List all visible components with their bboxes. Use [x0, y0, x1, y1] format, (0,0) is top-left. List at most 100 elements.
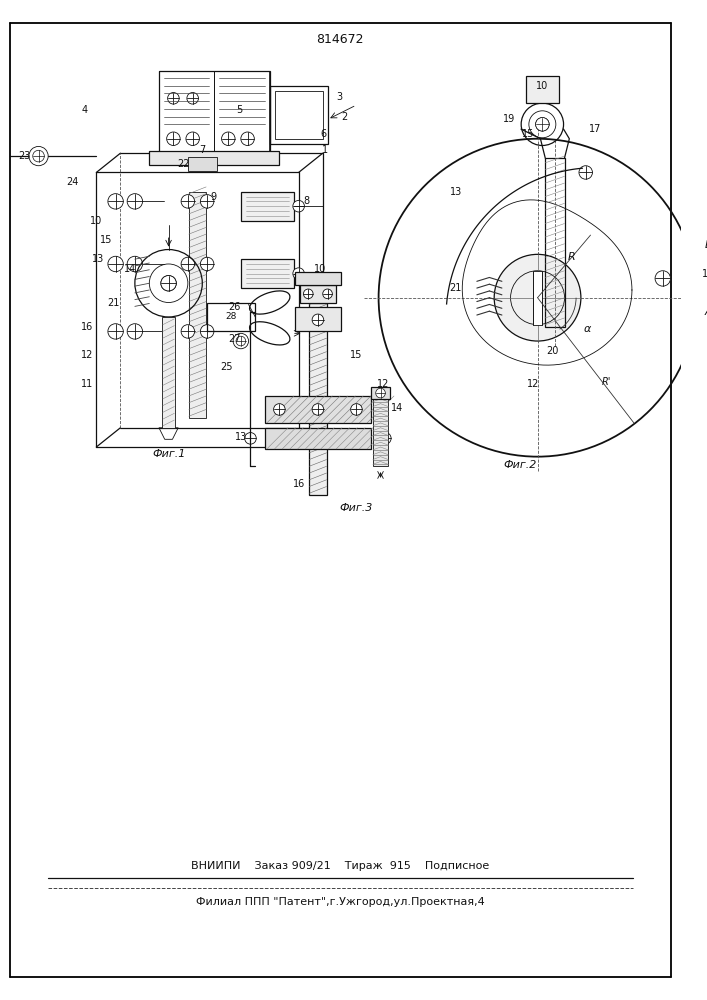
Text: 10: 10: [90, 216, 103, 226]
Bar: [274, 91, 322, 139]
Bar: [309, 303, 327, 495]
Circle shape: [322, 289, 332, 299]
Circle shape: [312, 314, 324, 326]
Text: 25: 25: [220, 362, 233, 372]
Circle shape: [108, 256, 123, 272]
Circle shape: [33, 150, 45, 162]
Text: Фиг.3: Фиг.3: [340, 503, 373, 513]
Circle shape: [536, 118, 549, 131]
Circle shape: [186, 132, 199, 145]
Bar: [265, 428, 371, 449]
Circle shape: [181, 257, 194, 271]
Circle shape: [494, 254, 581, 341]
Bar: [295, 272, 341, 285]
Bar: [149, 151, 279, 165]
Text: 6: 6: [320, 129, 327, 139]
Bar: [214, 71, 269, 153]
Circle shape: [380, 433, 391, 444]
Text: 18: 18: [702, 269, 707, 279]
Circle shape: [536, 118, 549, 131]
Text: 12: 12: [81, 350, 93, 360]
Text: α: α: [584, 324, 591, 334]
Circle shape: [221, 132, 235, 145]
Circle shape: [168, 93, 179, 104]
Bar: [373, 399, 388, 466]
Circle shape: [274, 404, 285, 415]
Text: 26: 26: [228, 302, 240, 312]
Text: 12: 12: [527, 379, 539, 389]
Text: B: B: [704, 240, 707, 250]
Bar: [371, 387, 390, 399]
Text: Фиг.2: Фиг.2: [503, 460, 537, 470]
Text: A: A: [704, 307, 707, 317]
Text: 13: 13: [235, 432, 247, 442]
Circle shape: [127, 324, 143, 339]
Circle shape: [303, 289, 313, 299]
Circle shape: [200, 195, 214, 208]
Text: 2: 2: [341, 112, 347, 122]
Text: 10: 10: [536, 81, 549, 91]
Circle shape: [161, 276, 176, 291]
Bar: [265, 396, 371, 423]
Text: 13: 13: [450, 187, 462, 197]
Text: 12: 12: [378, 379, 390, 389]
Circle shape: [167, 132, 180, 145]
Circle shape: [293, 200, 305, 212]
Bar: [533, 271, 542, 325]
Text: 22: 22: [177, 159, 189, 169]
Text: 4: 4: [82, 105, 88, 115]
Text: 17: 17: [589, 124, 602, 134]
Text: Филиал ППП "Патент",г.Ужгород,ул.Проектная,4: Филиал ППП "Патент",г.Ужгород,ул.Проектн…: [196, 897, 484, 907]
Bar: [241, 259, 294, 288]
Bar: [241, 192, 294, 221]
Circle shape: [127, 194, 143, 209]
Text: 23: 23: [18, 151, 30, 161]
Text: 20: 20: [546, 346, 559, 356]
Circle shape: [187, 93, 199, 104]
Circle shape: [127, 256, 143, 272]
Text: 9: 9: [211, 192, 217, 202]
Circle shape: [161, 276, 176, 291]
Circle shape: [241, 132, 255, 145]
Circle shape: [181, 325, 194, 338]
Circle shape: [579, 166, 592, 179]
Text: 21: 21: [450, 283, 462, 293]
Text: Фиг.1: Фиг.1: [152, 449, 185, 459]
Bar: [526, 76, 559, 103]
Bar: [159, 71, 270, 153]
Text: 14: 14: [124, 264, 136, 274]
Bar: [207, 303, 255, 331]
Circle shape: [200, 325, 214, 338]
Bar: [295, 307, 341, 331]
Circle shape: [351, 404, 362, 415]
Bar: [300, 285, 337, 303]
Circle shape: [245, 433, 256, 444]
Text: 14: 14: [391, 403, 403, 413]
Circle shape: [233, 333, 249, 349]
Text: 27: 27: [228, 334, 240, 344]
Text: 19: 19: [503, 114, 515, 124]
Text: ВНИИПИ    Заказ 909/21    Тираж  915    Подписное: ВНИИПИ Заказ 909/21 Тираж 915 Подписное: [191, 861, 489, 871]
Text: 16: 16: [81, 322, 93, 332]
Text: 5: 5: [235, 105, 242, 115]
Text: 16: 16: [293, 479, 305, 489]
Text: 3: 3: [336, 92, 342, 102]
Bar: [159, 71, 214, 153]
Text: 11: 11: [81, 379, 93, 389]
Bar: [162, 317, 175, 428]
Circle shape: [236, 336, 245, 346]
Circle shape: [293, 268, 305, 279]
Bar: [188, 157, 217, 171]
Text: 15: 15: [522, 129, 534, 139]
Text: 10: 10: [314, 264, 326, 274]
Text: 15: 15: [100, 235, 112, 245]
Circle shape: [655, 271, 670, 286]
Circle shape: [312, 404, 324, 415]
Text: 21: 21: [107, 298, 120, 308]
Text: 8: 8: [303, 196, 310, 206]
Text: 1: 1: [322, 145, 328, 155]
Bar: [545, 158, 564, 327]
Circle shape: [375, 388, 385, 398]
Text: 28: 28: [226, 312, 237, 321]
Circle shape: [29, 146, 48, 166]
